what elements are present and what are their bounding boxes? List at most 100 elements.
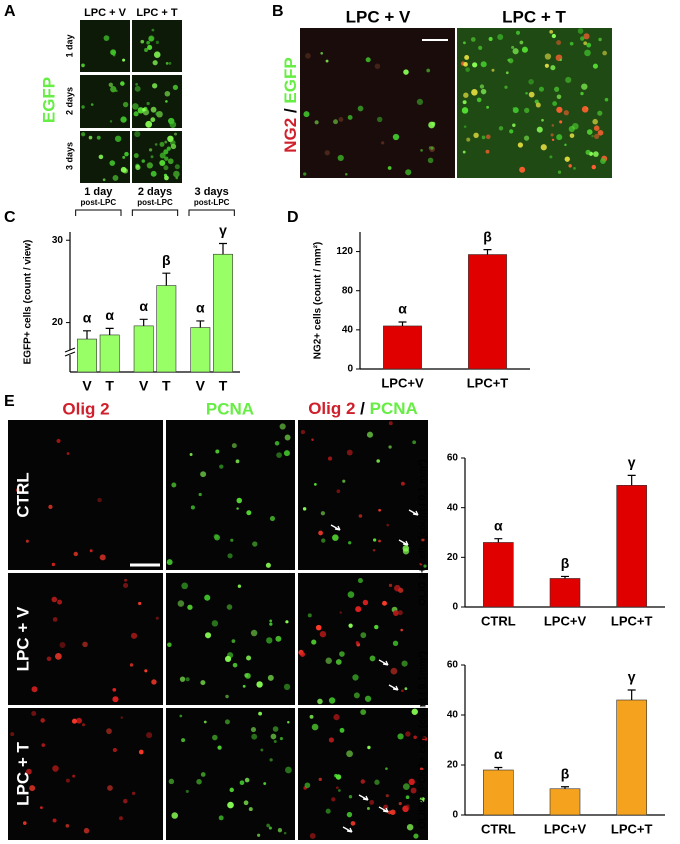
y-tick-label: 80 [342,285,354,296]
micrograph [298,573,428,705]
x-tick-label: V [196,378,206,394]
y-tick-label: 0 [347,364,353,375]
bar [549,788,581,816]
arrow [358,794,369,801]
column-header: LPC + T [502,7,566,26]
error-bar [627,689,636,700]
bar [549,578,581,608]
stain-label: EGFP [39,77,58,123]
micrograph [457,28,612,178]
x-tick-label: CTRL [481,613,516,628]
group-bracket [188,209,235,216]
micrograph [8,573,163,705]
x-tick-label: T [105,378,114,394]
y-tick-label: 30 [52,235,64,246]
y-tick-label: 0 [452,810,458,821]
significance-label: β [561,765,570,781]
micrograph [132,20,182,72]
bar [190,327,211,373]
bar [213,253,233,373]
row-label: 3 days [64,142,74,170]
micrograph [8,420,163,570]
significance-label: γ [628,454,636,470]
group-note: post-LPC [137,198,173,207]
micrograph [132,131,182,183]
x-tick-label: LPC+V [544,821,587,836]
arrow [408,509,419,516]
y-axis-label: OLIG2+/PCNA+ cells (count / 0.1mm²) [418,651,429,829]
significance-label: α [196,300,205,316]
micrograph [166,708,295,840]
error-bar [219,242,227,255]
y-axis-label: EGFP+ cells (count / view) [23,240,34,365]
panel-label: C [4,209,16,226]
error-bar [105,327,114,335]
group-note: post-LPC [81,198,117,207]
y-axis-label: OLIG 2+ cells (count / 0.1 mm²) [418,459,429,605]
column-header: PCNA [206,399,254,418]
x-tick-label: V [82,378,92,394]
arrow [398,539,409,546]
column-header: Olig 2 / PCNA [308,399,418,418]
group-label: 2 days [138,186,172,198]
column-header: Olig 2 [62,399,109,418]
panel-label: E [4,393,15,410]
x-tick-label: T [219,378,228,394]
row-label: 1 day [64,34,74,57]
bar [383,325,422,370]
bar [468,254,507,370]
error-bar [561,575,569,579]
significance-label: β [483,228,492,244]
y-tick-label: 60 [447,453,459,464]
error-bar [139,318,148,326]
y-tick-label: 60 [447,660,459,671]
error-bar [483,249,492,255]
y-tick-label: 0 [452,602,458,613]
bar [133,325,154,373]
axis-break [64,347,76,353]
stain-part: Olig 2 [308,399,355,418]
arrow [378,659,389,666]
group-label: 3 days [195,186,229,198]
significance-label: α [494,746,503,762]
group-label: 1 day [84,186,113,198]
stain-part: / [281,108,300,113]
stain-part: NG2 [281,118,300,153]
error-bar [494,766,503,770]
axis-break [64,351,76,357]
significance-label: β [162,252,171,268]
micrograph [80,75,130,128]
x-tick-label: LPC+V [544,613,587,628]
y-tick-label: 40 [342,324,354,335]
micrograph [166,420,295,570]
row-label: CTRL [13,472,32,517]
significance-label: α [105,307,114,323]
arrow [342,826,353,833]
x-tick-label: LPC+T [611,613,653,628]
stain-part: / [360,399,365,418]
arrow [330,524,341,531]
row-label: 2 days [64,87,74,115]
y-tick-label: 40 [447,710,459,721]
column-header: LPC + V [84,7,127,19]
error-bar [196,320,205,328]
row-label: LPC + V [13,606,32,671]
row-label: LPC + T [13,742,32,806]
y-tick-label: 20 [52,317,64,328]
group-note: post-LPC [194,198,230,207]
micrograph [8,708,163,840]
bar [616,485,647,608]
column-header: LPC + V [346,7,411,26]
y-tick-label: 120 [336,246,353,257]
error-bar [162,272,171,286]
significance-label: α [494,517,503,533]
panel-label: B [272,3,284,20]
error-bar [494,538,503,543]
x-tick-label: LPC+T [611,821,653,836]
x-tick-label: CTRL [481,821,516,836]
x-tick-label: LPC+V [381,375,424,390]
micrograph [298,420,428,570]
significance-label: γ [219,222,227,238]
column-header: LPC + T [136,7,178,19]
